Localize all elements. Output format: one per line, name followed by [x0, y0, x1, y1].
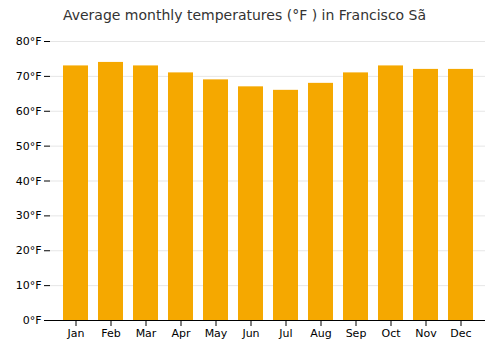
svg-text:Feb: Feb [101, 327, 120, 340]
svg-text:30°F: 30°F [16, 209, 42, 222]
svg-text:Jan: Jan [67, 327, 85, 340]
svg-text:Jun: Jun [241, 327, 259, 340]
svg-text:10°F: 10°F [16, 279, 42, 292]
svg-text:40°F: 40°F [16, 175, 42, 188]
svg-text:50°F: 50°F [16, 140, 42, 153]
svg-text:80°F: 80°F [16, 35, 42, 48]
svg-text:20°F: 20°F [16, 244, 42, 257]
svg-text:0°F: 0°F [23, 314, 42, 327]
svg-text:Jul: Jul [278, 327, 292, 340]
svg-text:Mar: Mar [136, 327, 157, 340]
html-text:Average monthly temperatures (: Average monthly temperatures (°F ) in Fr… [62, 7, 438, 23]
svg-text:Sep: Sep [346, 327, 367, 340]
svg-text:May: May [205, 327, 228, 340]
svg-text:Apr: Apr [171, 327, 191, 340]
svg-text:Nov: Nov [415, 327, 437, 340]
svg-text:Aug: Aug [310, 327, 331, 340]
svg-text:Oct: Oct [381, 327, 401, 340]
svg-text:Dec: Dec [450, 327, 471, 340]
svg-text:70°F: 70°F [16, 70, 42, 83]
svg-text:60°F: 60°F [16, 105, 42, 118]
